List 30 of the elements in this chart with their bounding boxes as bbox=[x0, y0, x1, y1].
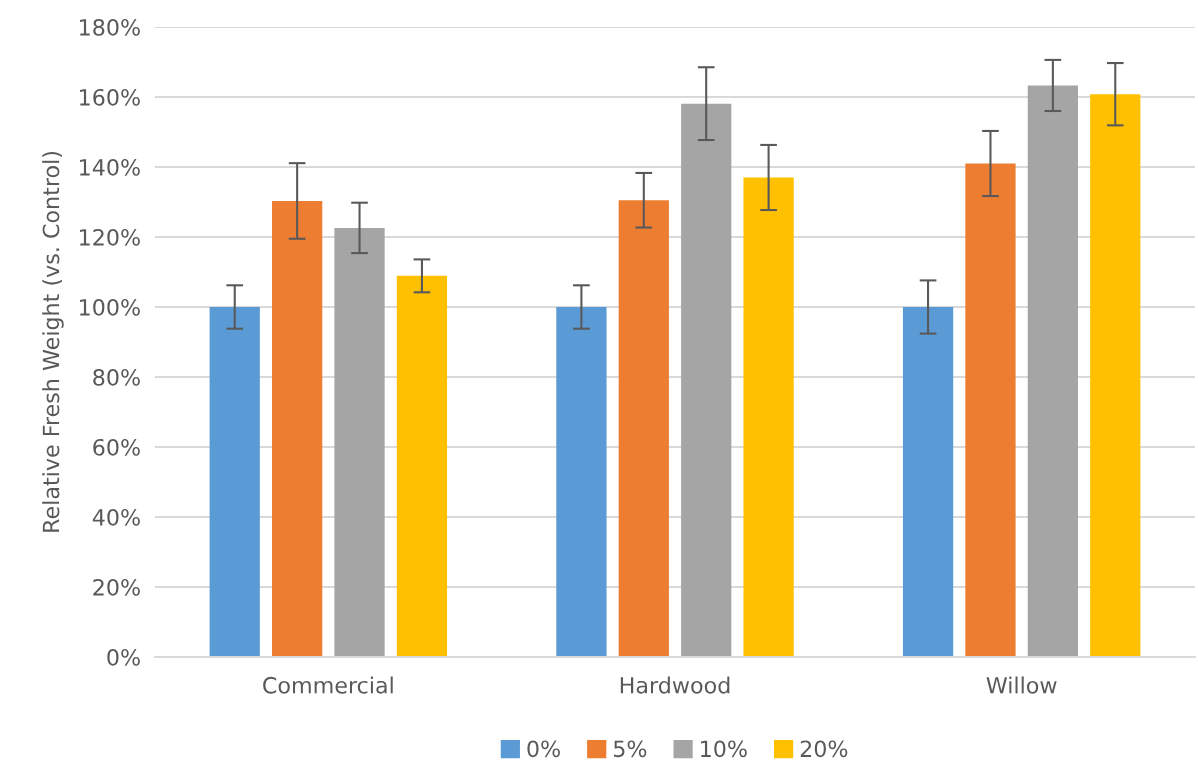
y-tick-label: 40% bbox=[92, 508, 140, 526]
y-axis-title: Relative Fresh Weight (vs. Control) bbox=[42, 151, 64, 532]
legend-label: 0% bbox=[527, 740, 560, 758]
bar bbox=[334, 227, 385, 657]
y-tick-label: 20% bbox=[93, 578, 140, 596]
bar bbox=[1027, 85, 1078, 657]
legend-label: 10% bbox=[701, 740, 747, 758]
bar bbox=[902, 307, 954, 657]
bar bbox=[618, 200, 669, 657]
bar bbox=[556, 307, 607, 657]
x-tick-label: Commercial bbox=[263, 676, 393, 694]
bar bbox=[743, 177, 794, 657]
y-tick-label: 60% bbox=[93, 438, 140, 456]
legend-label: 20% bbox=[800, 740, 848, 758]
legend-label: 5% bbox=[613, 740, 647, 758]
x-tick-label: Willow bbox=[986, 676, 1057, 694]
y-tick-label: 0% bbox=[107, 648, 140, 666]
x-tick-label: Hardwood bbox=[620, 676, 730, 694]
y-tick-label: 120% bbox=[80, 228, 140, 246]
bar bbox=[681, 103, 732, 657]
y-tick-label: 80% bbox=[93, 368, 140, 386]
y-tick-label: 100% bbox=[80, 298, 140, 316]
bar bbox=[1090, 94, 1141, 657]
y-tick-label: 140% bbox=[80, 158, 140, 176]
bar bbox=[965, 163, 1016, 657]
y-tick-label: 160% bbox=[80, 88, 140, 106]
bar bbox=[209, 307, 260, 657]
y-tick-label: 180% bbox=[80, 18, 140, 36]
bar bbox=[272, 200, 323, 657]
bar bbox=[396, 275, 448, 657]
